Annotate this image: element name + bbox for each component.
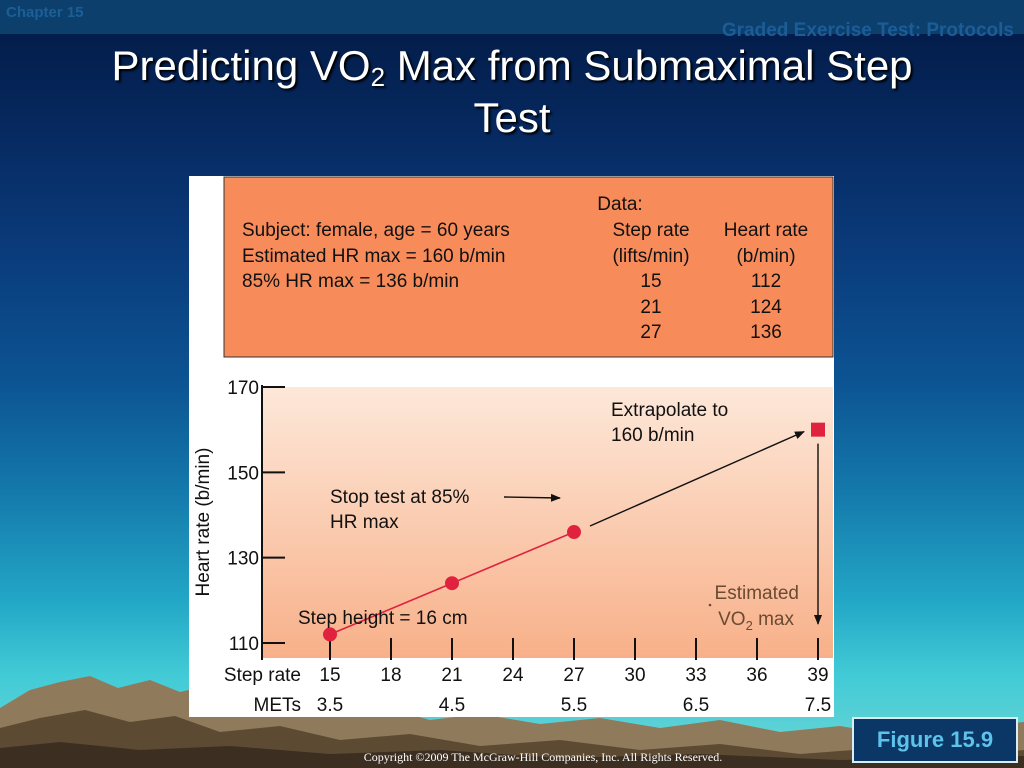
plot-area <box>262 387 833 658</box>
data-cell: 15 <box>640 271 661 292</box>
hrmax-line: Estimated HR max = 160 b/min <box>242 246 505 267</box>
mets-label: 5.5 <box>561 695 587 716</box>
title-part2: Max from Submaximal Step <box>385 42 913 89</box>
copyright-text: Copyright ©2009 The McGraw-Hill Companie… <box>363 750 723 764</box>
x-tick-label: 36 <box>746 665 767 686</box>
extrapolate-annotation-line1: Extrapolate to <box>611 400 728 421</box>
estimated-vo2-sub: 2 <box>746 618 753 633</box>
extrapolated-point <box>811 422 825 437</box>
x-tick-label: 21 <box>441 665 462 686</box>
data-cell: 136 <box>750 322 782 343</box>
x-row-label: Step rate <box>224 665 301 686</box>
estimated-vo2-text: VO <box>718 609 745 630</box>
mets-label: 6.5 <box>683 695 709 716</box>
extrapolate-annotation-line2: 160 b/min <box>611 425 694 446</box>
mountain-shadow <box>0 742 1024 768</box>
x-tick-label: 39 <box>807 665 828 686</box>
col-header-steprate: Step rate <box>612 220 689 241</box>
subject-line: Subject: female, age = 60 years <box>242 220 510 241</box>
y-tick-label: 170 <box>227 378 259 399</box>
step-height-annotation: Step height = 16 cm <box>298 608 468 629</box>
col-header-heartrate: Heart rate <box>724 220 808 241</box>
slide-title: Predicting VO2 Max from Submaximal Step … <box>0 40 1024 144</box>
stop-annotation-line2: HR max <box>330 512 399 533</box>
extrapolate-arrow <box>589 431 805 527</box>
y-axis-label: Heart rate (b/min) <box>193 448 214 597</box>
chapter-label: Chapter 15 <box>6 4 84 21</box>
col-header-heartrate-unit: (b/min) <box>736 246 795 267</box>
data-cell: 112 <box>751 271 781 292</box>
estimated-vo2-annotation: VO2 max <box>718 609 794 633</box>
x-tick-label: 18 <box>380 665 401 686</box>
vo2-dot-accent <box>708 603 712 607</box>
y-tick-label: 110 <box>229 634 259 655</box>
top-bar <box>0 0 1024 34</box>
mountain-range <box>0 676 1024 768</box>
mets-row-label: METs <box>254 695 302 716</box>
data-point <box>323 627 337 642</box>
title-part1: Predicting VO <box>111 42 371 89</box>
x-tick-label: 27 <box>563 665 584 686</box>
figure-panel: Data: Subject: female, age = 60 years Es… <box>189 176 834 717</box>
x-tick-label: 24 <box>502 665 524 686</box>
title-subscript: 2 <box>370 62 386 92</box>
figure-label: Figure 15.9 <box>852 717 1018 763</box>
mets-label: 3.5 <box>317 695 343 716</box>
mets-label: 4.5 <box>439 695 465 716</box>
col-header-steprate-unit: (lifts/min) <box>612 246 689 267</box>
mets-label: 7.5 <box>805 695 831 716</box>
y-tick-label: 150 <box>227 463 259 484</box>
stop-annotation-line1: Stop test at 85% <box>330 487 470 508</box>
x-tick-label: 30 <box>624 665 645 686</box>
data-cell: 27 <box>640 322 661 343</box>
data-cell: 124 <box>750 297 782 318</box>
step-test-chart: Data: Subject: female, age = 60 years Es… <box>193 176 834 716</box>
x-tick-label: 15 <box>319 665 340 686</box>
x-tick-label: 33 <box>685 665 706 686</box>
section-title: Graded Exercise Test: Protocols <box>721 20 1014 41</box>
y-tick-label: 130 <box>227 549 259 570</box>
data-point <box>445 576 459 591</box>
estimated-annotation-line1: Estimated <box>715 583 799 604</box>
data-point <box>567 525 581 540</box>
title-line2: Test <box>473 94 551 141</box>
hr85-line: 85% HR max = 136 b/min <box>242 271 459 292</box>
data-box <box>223 176 834 358</box>
data-heading: Data: <box>597 194 642 215</box>
data-cell: 21 <box>640 297 661 318</box>
stop-arrow <box>503 493 561 502</box>
estimated-vo2-suffix: max <box>753 609 795 630</box>
